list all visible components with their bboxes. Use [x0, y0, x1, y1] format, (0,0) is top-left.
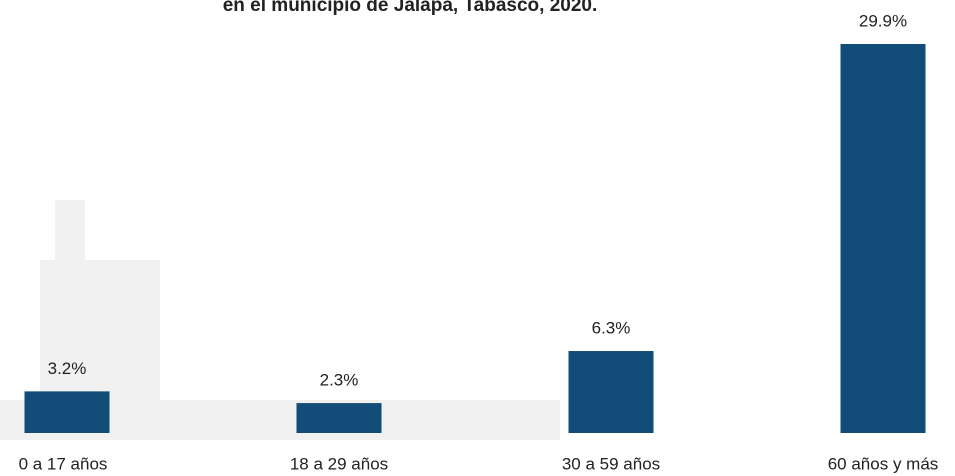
bar: [840, 44, 926, 433]
value-label: 29.9%: [859, 11, 907, 30]
bar: [568, 351, 654, 433]
bar: [296, 403, 382, 433]
chart-title: en el municipio de Jalapa, Tabasco, 2020…: [223, 0, 598, 16]
value-label: 2.3%: [320, 371, 359, 390]
value-label: 3.2%: [48, 359, 87, 378]
x-tick-label: 18 a 29 años: [290, 454, 388, 473]
bar: [24, 391, 110, 433]
x-tick-label: 60 años y más: [828, 454, 939, 473]
x-tick-label: 0 a 17 años: [19, 454, 108, 473]
x-tick-label: 30 a 59 años: [562, 454, 660, 473]
value-label: 6.3%: [592, 319, 631, 338]
